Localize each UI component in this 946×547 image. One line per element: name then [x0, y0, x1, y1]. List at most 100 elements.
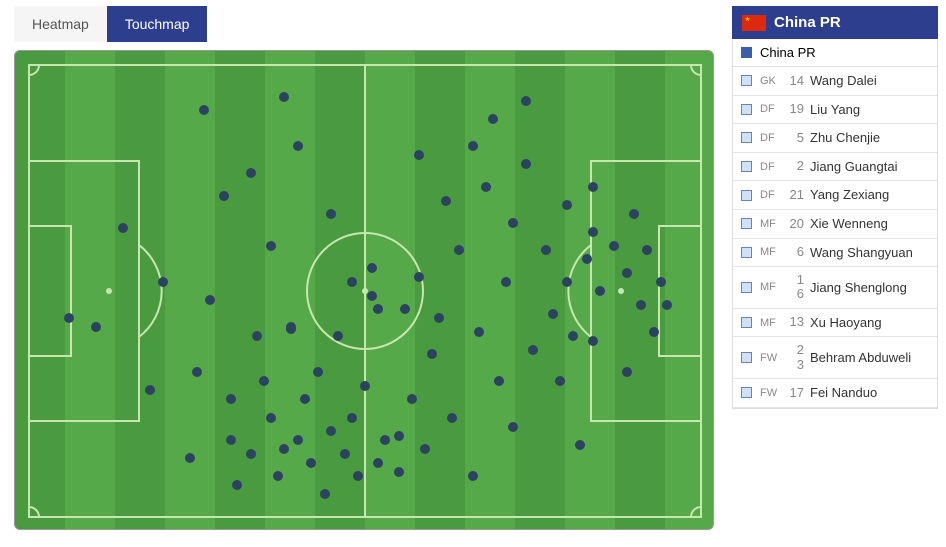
touch-dot	[622, 367, 632, 377]
touch-dot	[481, 182, 491, 192]
touch-dot	[568, 331, 578, 341]
player-number: 2	[782, 159, 804, 173]
touch-dot	[394, 467, 404, 477]
team-name: China PR	[774, 14, 841, 31]
player-row[interactable]: DF19 Liu Yang	[733, 96, 937, 125]
team-flag-icon	[742, 15, 766, 31]
touch-dot	[279, 92, 289, 102]
touch-dot	[468, 471, 478, 481]
player-row[interactable]: MF13 Xu Haoyang	[733, 309, 937, 338]
touch-dot	[333, 331, 343, 341]
touch-dot	[521, 159, 531, 169]
touch-dot	[286, 324, 296, 334]
touch-dot	[562, 200, 572, 210]
touch-dot	[219, 191, 229, 201]
player-number: 21	[782, 188, 804, 202]
player-number: 5	[782, 131, 804, 145]
touch-dot	[246, 449, 256, 459]
touch-dot	[360, 381, 370, 391]
touch-dot	[454, 245, 464, 255]
player-square-icon	[741, 132, 752, 143]
touch-dot	[373, 304, 383, 314]
touch-dot	[259, 376, 269, 386]
player-position: FW	[760, 352, 782, 364]
player-position: MF	[760, 281, 782, 293]
touch-dot	[649, 327, 659, 337]
touch-dot	[394, 431, 404, 441]
player-row[interactable]: DF2Jiang Guangtai	[733, 153, 937, 182]
player-name: Xu Haoyang	[810, 315, 882, 331]
touchmap-pitch	[14, 50, 714, 530]
touch-dot	[595, 286, 605, 296]
player-number: 20	[782, 217, 804, 231]
touch-dot	[420, 444, 430, 454]
touch-dot	[199, 105, 209, 115]
touch-dot	[427, 349, 437, 359]
touch-dot	[313, 367, 323, 377]
player-row[interactable]: MF1 6Jiang Shenglong	[733, 267, 937, 309]
player-square-icon	[741, 75, 752, 86]
pitch-lines	[15, 51, 714, 530]
team-list-row[interactable]: China PR	[732, 39, 938, 67]
player-name: Liu Yang	[810, 102, 860, 118]
player-square-icon	[741, 282, 752, 293]
player-position: DF	[760, 103, 782, 115]
player-row[interactable]: FW17Fei Nanduo	[733, 379, 937, 408]
touch-dot	[347, 413, 357, 423]
touch-dot	[293, 435, 303, 445]
player-position: DF	[760, 161, 782, 173]
touch-dot	[246, 168, 256, 178]
touch-dot	[642, 245, 652, 255]
player-square-icon	[741, 247, 752, 258]
touch-dot	[340, 449, 350, 459]
player-position: GK	[760, 75, 782, 87]
touch-dot	[252, 331, 262, 341]
touch-dot	[226, 435, 236, 445]
player-row[interactable]: MF20Xie Wenneng	[733, 210, 937, 239]
touch-dot	[266, 413, 276, 423]
touch-dot	[588, 227, 598, 237]
touch-dot	[293, 141, 303, 151]
player-row[interactable]: GK14Wang Dalei	[733, 67, 937, 96]
touch-dot	[326, 209, 336, 219]
player-square-icon	[741, 161, 752, 172]
player-row[interactable]: MF6Wang Shangyuan	[733, 239, 937, 268]
player-position: MF	[760, 246, 782, 258]
touch-dot	[380, 435, 390, 445]
touch-dot	[400, 304, 410, 314]
player-square-icon	[741, 104, 752, 115]
player-name: Fei Nanduo	[810, 385, 877, 401]
sidebar: China PR China PR GK14Wang DaleiDF19Liu …	[728, 0, 946, 547]
touch-dot	[548, 309, 558, 319]
touch-dot	[588, 336, 598, 346]
touch-dot	[441, 196, 451, 206]
player-name: Yang Zexiang	[810, 187, 889, 203]
player-number: 19	[782, 102, 804, 116]
touch-dot	[582, 254, 592, 264]
team-list-label: China PR	[760, 45, 816, 60]
touch-dot	[145, 385, 155, 395]
touch-dot	[326, 426, 336, 436]
player-number: 13	[782, 315, 804, 329]
team-header: China PR	[732, 6, 938, 39]
touch-dot	[609, 241, 619, 251]
player-row[interactable]: DF21Yang Zexiang	[733, 181, 937, 210]
tab-heatmap[interactable]: Heatmap	[14, 6, 107, 42]
touch-dot	[266, 241, 276, 251]
player-number: 6	[782, 245, 804, 259]
touch-dot	[588, 182, 598, 192]
player-number: 1 6	[782, 273, 804, 302]
touch-dot	[575, 440, 585, 450]
player-number: 14	[782, 74, 804, 88]
touch-dot	[622, 268, 632, 278]
tab-touchmap[interactable]: Touchmap	[107, 6, 208, 42]
touch-dot	[300, 394, 310, 404]
player-row[interactable]: FW2 3Behram Abduweli	[733, 337, 937, 379]
player-name: Behram Abduweli	[810, 350, 911, 366]
player-position: MF	[760, 317, 782, 329]
player-row[interactable]: DF5Zhu Chenjie	[733, 124, 937, 153]
player-name: Zhu Chenjie	[810, 130, 880, 146]
main-panel: HeatmapTouchmap	[0, 0, 728, 547]
touch-dot	[528, 345, 538, 355]
player-square-icon	[741, 317, 752, 328]
